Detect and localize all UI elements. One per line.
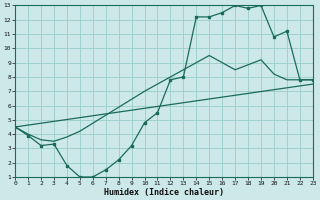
X-axis label: Humidex (Indice chaleur): Humidex (Indice chaleur) bbox=[104, 188, 224, 197]
